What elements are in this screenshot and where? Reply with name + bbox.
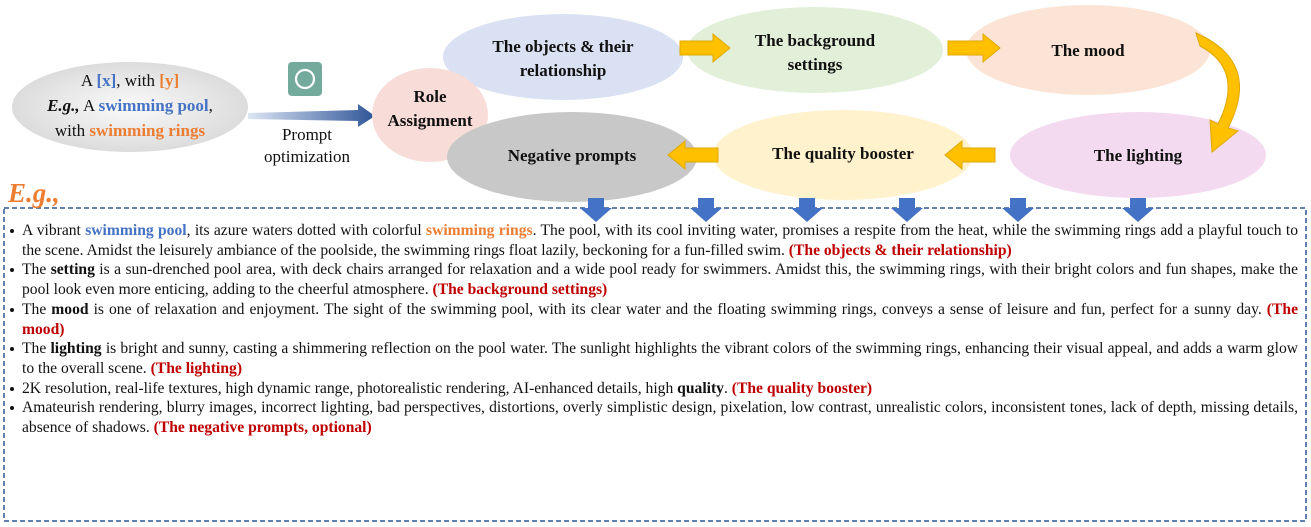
- example-label: E.g.,: [8, 178, 60, 208]
- run: lighting: [50, 340, 102, 358]
- flow-arrow: [667, 139, 719, 171]
- node-label: Negative prompts: [508, 146, 637, 165]
- example-item: The setting is a sun-drenched pool area,…: [10, 260, 1298, 299]
- node-label: Assignment: [387, 111, 472, 130]
- run: The: [22, 340, 51, 358]
- run: (The negative prompts, optional): [153, 419, 372, 437]
- run: is one of relaxation and enjoyment. The …: [88, 300, 1267, 318]
- down-arrow: [1002, 198, 1034, 222]
- node-label: The background: [755, 31, 876, 50]
- input-line: A [x], with [y]: [81, 71, 179, 90]
- example-item: Amateurish rendering, blurry images, inc…: [10, 398, 1298, 437]
- run: , with: [116, 71, 159, 90]
- example-item: The mood is one of relaxation and enjoym…: [10, 300, 1298, 339]
- run: ,: [209, 96, 213, 115]
- gpt-icon-glyph: [294, 68, 316, 90]
- optimizer-label: optimization: [264, 147, 350, 166]
- node-label: The quality booster: [772, 144, 914, 163]
- node-label: The mood: [1051, 41, 1125, 60]
- run: .: [723, 379, 732, 397]
- example-item: A vibrant swimming pool, its azure water…: [10, 221, 1298, 260]
- down-arrow: [791, 198, 823, 222]
- node-label: Role: [413, 87, 447, 106]
- run: swimming pool: [99, 96, 209, 115]
- run: A: [80, 96, 99, 115]
- run: [x]: [96, 71, 116, 90]
- run: The: [22, 261, 51, 279]
- gpt-icon: [288, 62, 322, 96]
- input-line: E.g., A swimming pool,: [46, 96, 213, 115]
- node-ellipse: [713, 110, 973, 200]
- down-arrow: [580, 198, 612, 222]
- run: The: [22, 300, 52, 318]
- run: (The background settings): [432, 281, 608, 299]
- run: is bright and sunny, casting a shimmerin…: [22, 340, 1298, 377]
- node-ellipse: [966, 5, 1210, 95]
- run: E.g.,: [46, 96, 80, 115]
- run: swimming rings: [89, 121, 205, 140]
- node-ellipse: [687, 7, 943, 93]
- node-ellipse: [447, 112, 697, 202]
- run: 2K resolution, real-life textures, high …: [22, 379, 678, 397]
- run: is a sun-drenched pool area, with deck c…: [22, 261, 1298, 299]
- run: , its azure waters dotted with colorful: [186, 222, 426, 239]
- run: (The lighting): [150, 359, 243, 377]
- run: [y]: [159, 71, 179, 90]
- run: (The mood): [22, 300, 1298, 338]
- flow-arrow: [679, 32, 731, 64]
- run: (The quality booster): [731, 379, 873, 397]
- curved-arrow: [1195, 32, 1241, 153]
- example-list: A vibrant swimming pool, its azure water…: [10, 221, 1298, 438]
- run: mood: [51, 300, 89, 318]
- flow-arrow: [944, 139, 996, 171]
- example-item: 2K resolution, real-life textures, high …: [10, 379, 1298, 399]
- run: . The pool, with its cool inviting water…: [22, 222, 1298, 259]
- run: setting: [50, 261, 95, 279]
- run: (The objects & their relationship): [788, 241, 1012, 259]
- run: swimming pool: [85, 222, 187, 239]
- optimize-arrow: [248, 104, 375, 127]
- run: quality: [677, 379, 724, 397]
- run: A: [81, 71, 97, 90]
- down-arrow: [690, 198, 722, 222]
- flow-arrow: [947, 32, 1001, 64]
- node-label: settings: [788, 55, 843, 74]
- node-label: The lighting: [1094, 146, 1183, 165]
- down-arrow: [1122, 198, 1154, 222]
- example-item: The lighting is bright and sunny, castin…: [10, 339, 1298, 378]
- run: with: [55, 121, 89, 140]
- node-ellipse: [1010, 112, 1266, 198]
- node-ellipse: [443, 14, 683, 100]
- node-label: relationship: [520, 61, 607, 80]
- run: A vibrant: [22, 222, 86, 239]
- input-line: with swimming rings: [55, 121, 206, 140]
- example-box: [3, 207, 1307, 522]
- run: swimming rings: [426, 222, 533, 239]
- input-ellipse: [12, 62, 248, 152]
- node-label: The objects & their: [492, 37, 634, 56]
- optimizer-label: Prompt: [282, 125, 332, 144]
- down-arrow: [891, 198, 923, 222]
- run: Amateurish rendering, blurry images, inc…: [22, 399, 1298, 437]
